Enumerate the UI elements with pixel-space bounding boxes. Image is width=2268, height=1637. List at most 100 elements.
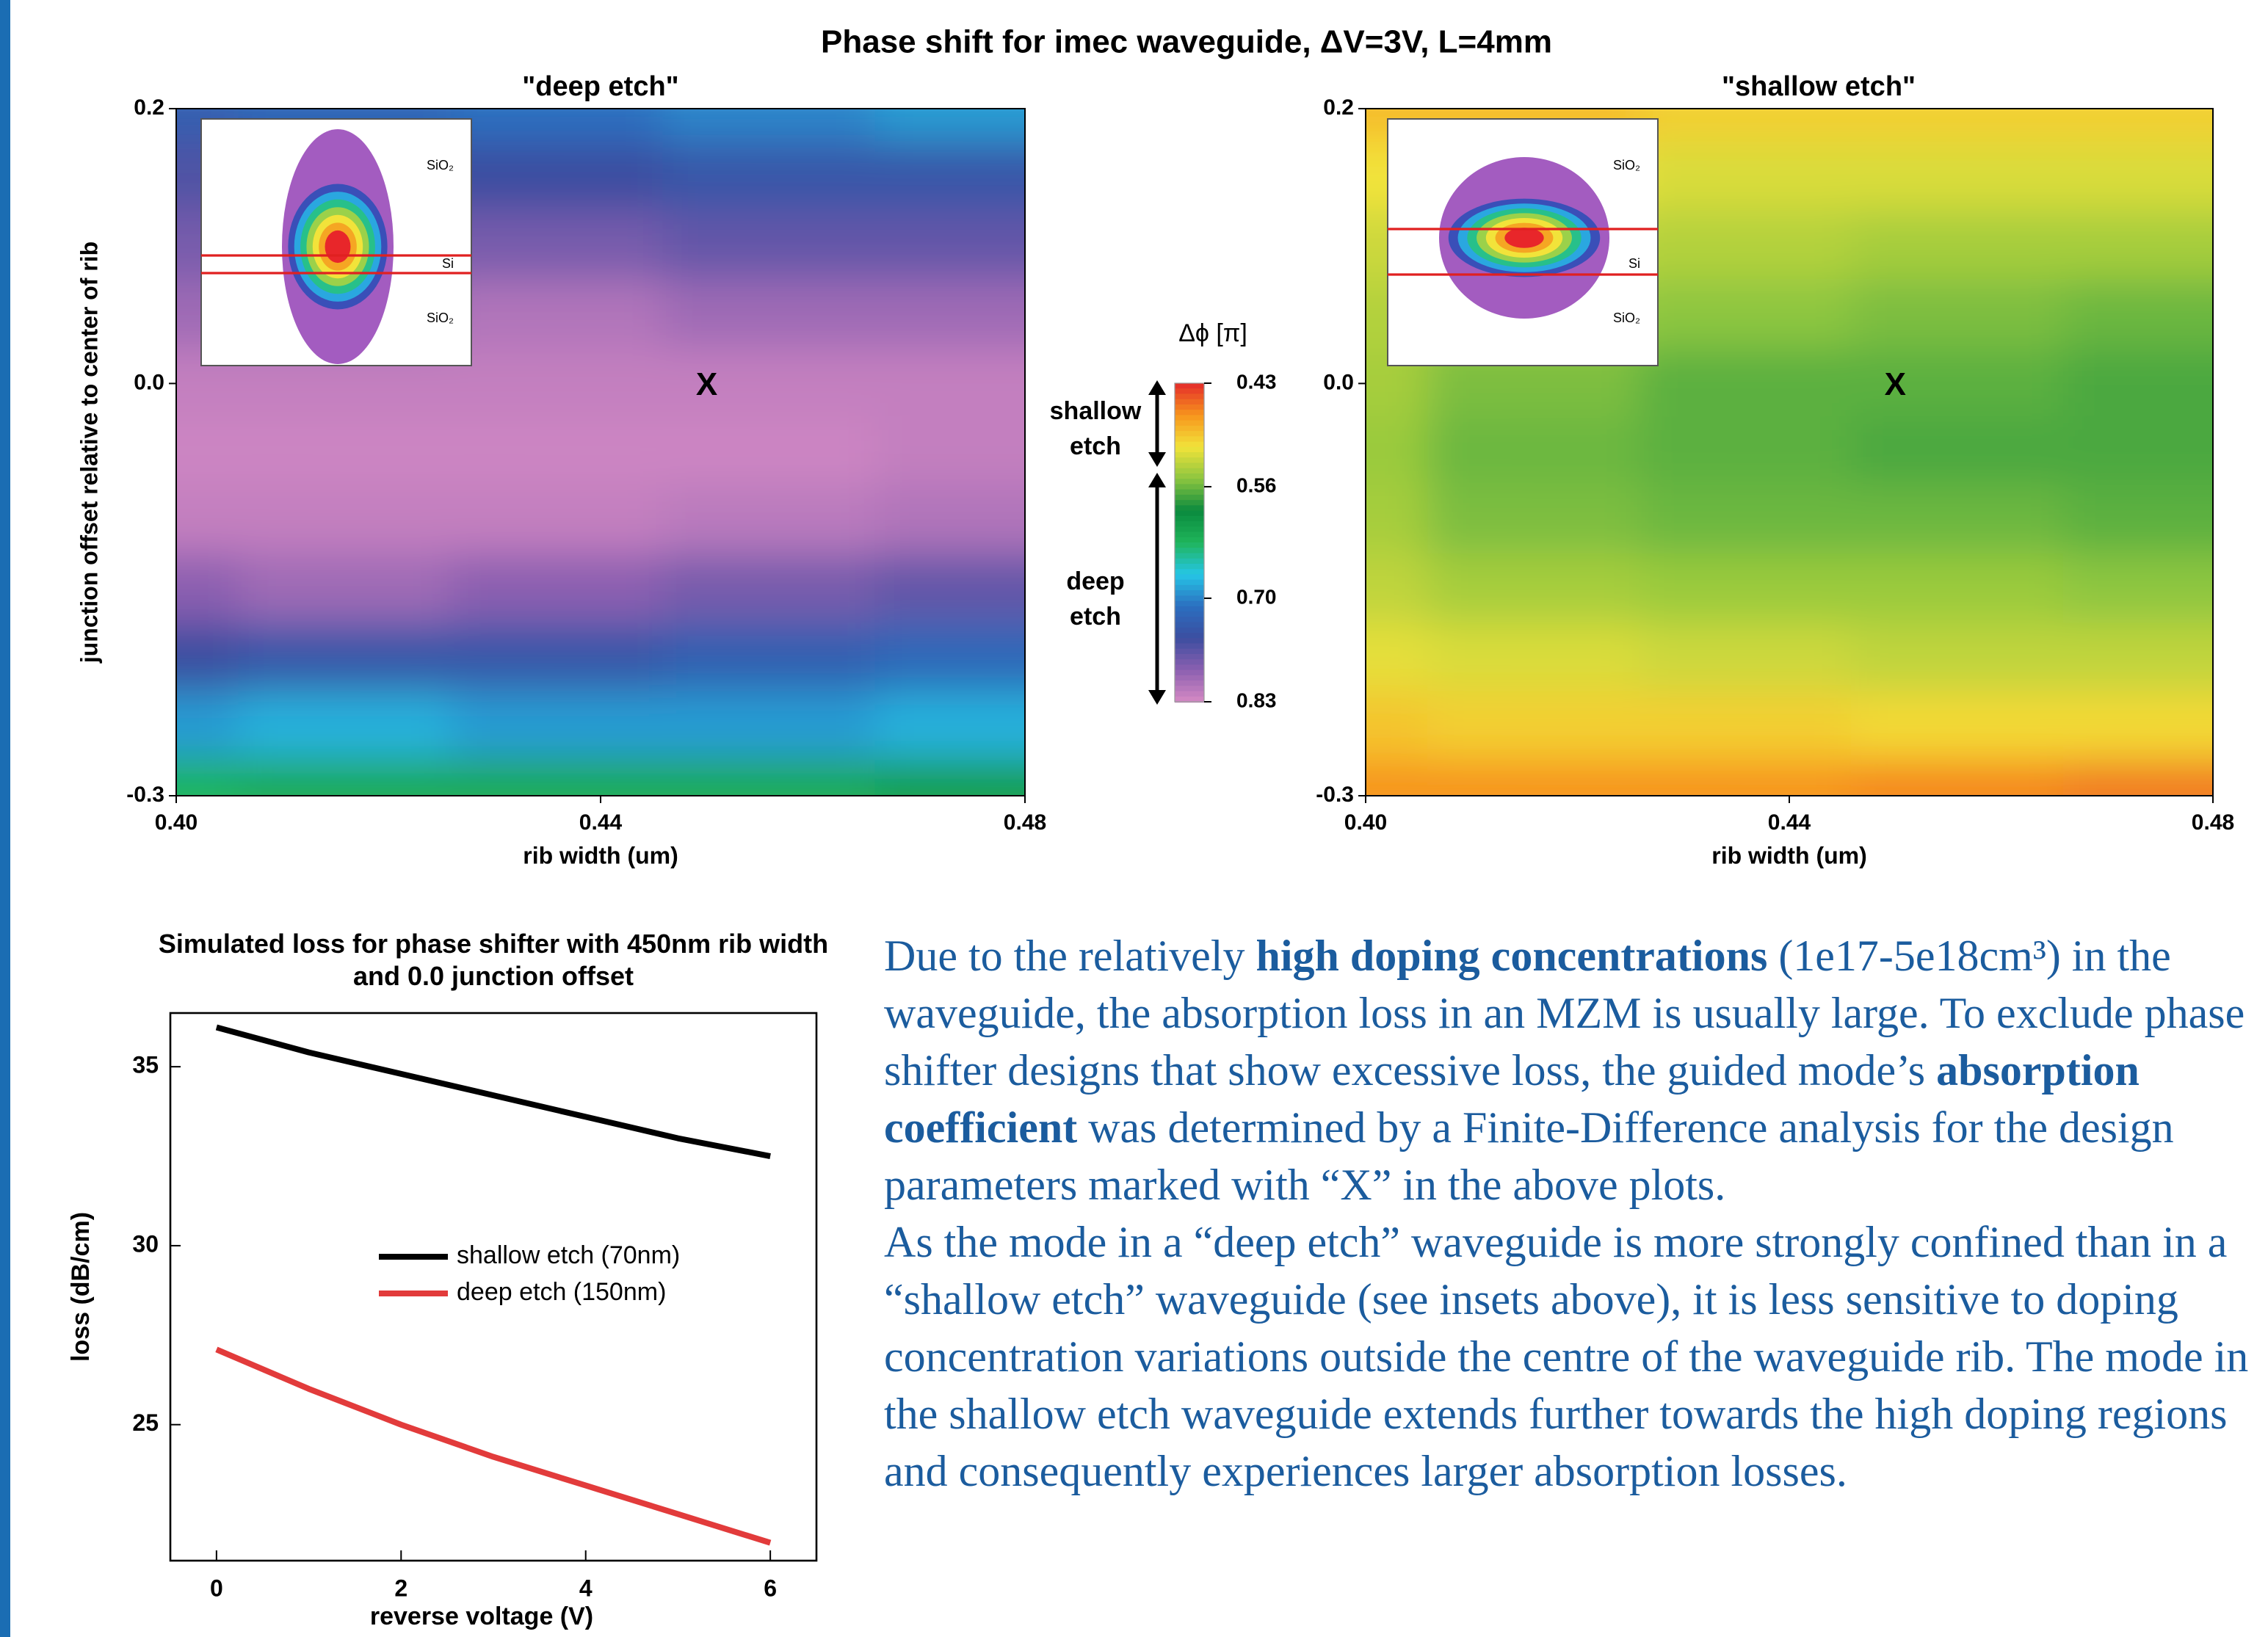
heat-cell — [874, 416, 1025, 488]
colorbar-segment — [1175, 686, 1204, 692]
legend-label: deep etch (150nm) — [457, 1278, 666, 1306]
heat-cell — [2062, 623, 2213, 694]
mode-inset: SiO₂ Si SiO₂ — [200, 118, 472, 366]
mode-inset: SiO₂ Si SiO₂ — [1387, 118, 1659, 366]
x-tick-label: 0.48 — [1004, 810, 1046, 835]
colorbar-segment — [1175, 410, 1204, 416]
mode-ring — [325, 230, 351, 264]
heat-cell — [2062, 141, 2213, 214]
colorbar-segment — [1175, 479, 1204, 485]
heat-cell — [874, 553, 1025, 625]
colorbar-segment — [1175, 510, 1204, 518]
heat-cell — [874, 109, 1025, 145]
colorbar-segment — [1175, 696, 1204, 703]
colorbar-segment — [1175, 574, 1204, 581]
x-axis-label: reverse voltage (V) — [370, 1602, 593, 1630]
emphasis: absorption coefficient — [884, 1047, 2140, 1153]
colorbar-segment — [1175, 452, 1204, 459]
plot-frame — [169, 1012, 818, 1562]
colorbar-segment — [1175, 659, 1204, 666]
x-tick-label: 2 — [394, 1575, 407, 1601]
colorbar-tick-label: 0.70 — [1236, 585, 1277, 608]
colorbar-segment — [1175, 569, 1204, 576]
arrow-head — [1148, 690, 1166, 705]
heat-cell — [2062, 347, 2213, 420]
colorbar-segment — [1175, 653, 1204, 661]
colorbar-segment — [1175, 590, 1204, 597]
x-axis-label: rib width (um) — [523, 842, 678, 868]
colorbar-segment — [1175, 468, 1204, 475]
colorbar-segment — [1175, 680, 1204, 687]
colorbar-segment — [1175, 526, 1204, 533]
arrow-head — [1148, 380, 1166, 395]
colorbar-segment — [1175, 383, 1204, 390]
text-run: (1e17-5e18cm³) in the waveguide, the abs… — [884, 932, 2245, 1095]
heat-cell — [874, 484, 1025, 557]
mode-ring — [1504, 228, 1544, 248]
heat-cell — [874, 210, 1025, 282]
heat-cell — [2062, 279, 2213, 351]
heat-cell — [2062, 760, 2213, 796]
arrow-head — [1148, 452, 1166, 467]
colorbar-segment — [1175, 675, 1204, 682]
y-tick-label: 0.2 — [1323, 95, 1354, 120]
side-stripe — [0, 0, 10, 1637]
colorbar-segment — [1175, 393, 1204, 400]
inset-label: SiO₂ — [427, 158, 454, 173]
colorbar-segment — [1175, 484, 1204, 490]
colorbar-tick-label: 0.43 — [1236, 370, 1277, 393]
heat-cell — [2062, 416, 2213, 488]
inset-label: SiO₂ — [427, 311, 454, 325]
colorbar-segment — [1175, 404, 1204, 411]
colorbar-segment — [1175, 548, 1204, 554]
text-run: Due to the relatively — [884, 932, 1256, 981]
x-tick-label: 0.44 — [579, 810, 623, 835]
colorbar-tick-label: 0.83 — [1236, 689, 1277, 711]
y-tick-label: 0.0 — [1323, 370, 1354, 394]
heatmap — [176, 109, 1025, 796]
heatmap-clip — [176, 109, 1025, 796]
plot-title: "shallow etch" — [1722, 71, 1916, 102]
colorbar-segment — [1175, 600, 1204, 607]
colorbar-segment — [1175, 500, 1204, 507]
y-tick-label: 35 — [132, 1052, 159, 1078]
y-tick-label: 25 — [132, 1409, 159, 1436]
y-axis-label: junction offset relative to center of ri… — [76, 242, 102, 664]
body-text-box: Due to the relatively high doping concen… — [884, 932, 2248, 1496]
x-tick-label: 6 — [764, 1575, 777, 1601]
arrow-head — [1148, 473, 1166, 487]
colorbar-segment — [1175, 462, 1204, 469]
colorbar-segment — [1175, 521, 1204, 528]
y-tick-label: -0.3 — [1316, 783, 1354, 807]
heat-cell — [874, 691, 1025, 763]
heat-cell — [2062, 553, 2213, 625]
x-axis-label: rib width (um) — [1711, 842, 1867, 868]
colorbar-segment — [1175, 558, 1204, 565]
colorbar-segment — [1175, 420, 1204, 427]
design-marker: X — [696, 366, 717, 402]
legend-label: shallow etch (70nm) — [457, 1241, 680, 1269]
x-tick-label: 0.44 — [1768, 810, 1811, 835]
text-run: was determined by a Finite-Difference an… — [884, 1104, 2174, 1210]
y-tick-label: 30 — [132, 1230, 159, 1257]
inset-label: SiO₂ — [1613, 311, 1640, 325]
colorbar-segment — [1175, 611, 1204, 618]
colorbar-segment — [1175, 446, 1204, 454]
colorbar-segment — [1175, 691, 1204, 697]
x-tick-label: 0.40 — [155, 810, 198, 835]
colorbar-label: Δϕ [π] — [1178, 319, 1247, 347]
colorbar-segment — [1175, 441, 1204, 448]
colorbar-segment — [1175, 415, 1204, 421]
colorbar-segment — [1175, 431, 1204, 438]
y-tick-label: -0.3 — [126, 783, 164, 807]
colorbar-segment — [1175, 388, 1204, 395]
heat-cell — [2062, 210, 2213, 282]
colorbar-tick-label: 0.56 — [1236, 473, 1277, 496]
colorbar-segment — [1175, 563, 1204, 570]
colorbar-segment — [1175, 537, 1204, 544]
colorbar-segment — [1175, 584, 1204, 592]
range-annotation: shallow etch — [1050, 397, 1142, 460]
colorbar-segment — [1175, 399, 1204, 406]
